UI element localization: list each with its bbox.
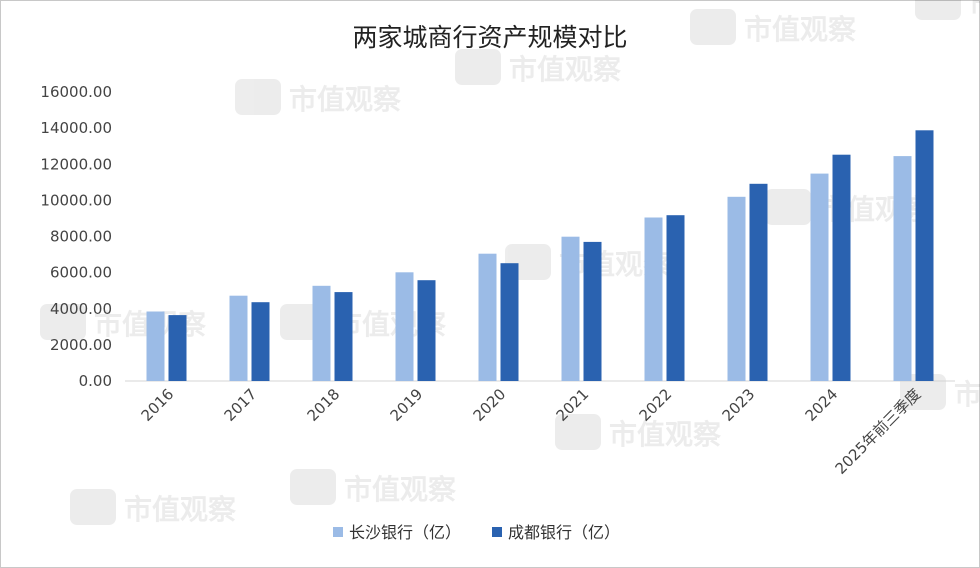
- x-tick-label: 2019: [387, 385, 427, 425]
- chart-title: 两家城商行资产规模对比: [352, 23, 627, 52]
- x-tick-label: 2018: [304, 385, 344, 425]
- watermark-text: 市值观察: [609, 418, 722, 451]
- bar-changsha-0: [146, 311, 165, 381]
- y-tick-label: 14000.00: [40, 119, 112, 137]
- bar-chengdu-6: [666, 215, 685, 381]
- bar-chengdu-8: [832, 154, 851, 381]
- bar-changsha-7: [727, 196, 746, 381]
- watermark-text: 市值观察: [954, 378, 980, 411]
- y-tick-label: 12000.00: [40, 155, 112, 173]
- y-tick-label: 4000.00: [50, 300, 112, 318]
- y-tick-label: 16000.00: [40, 83, 112, 101]
- bar-chengdu-0: [168, 315, 187, 381]
- watermark-layer: 市值观察市值观察市值观察市值观察市值观察市值观察市值观察市值观察市值观察市值观察…: [40, 0, 980, 526]
- watermark-logo: 市值观察: [555, 414, 722, 451]
- x-tick-label: 2016: [138, 385, 178, 425]
- bars-group: [146, 130, 934, 381]
- y-axis: 0.00 2000.00 4000.00 6000.00 8000.00 10000.00…: [40, 83, 112, 390]
- y-tick-label: 10000.00: [40, 191, 112, 209]
- watermark-logo: 市值观察: [290, 469, 457, 506]
- watermark-logo: 市值观察: [690, 9, 857, 46]
- bar-changsha-2: [312, 285, 331, 381]
- watermark-text: 市值观察: [969, 0, 980, 21]
- watermark-logo: 市值观察: [70, 489, 237, 526]
- bar-changsha-5: [561, 236, 580, 381]
- bar-chengdu-1: [251, 302, 270, 381]
- legend-swatch: [492, 527, 502, 537]
- bar-chengdu-5: [583, 241, 602, 381]
- legend: 长沙银行（亿） 成都银行（亿）: [333, 523, 620, 542]
- legend-label: 长沙银行（亿）: [349, 523, 461, 542]
- watermark-logo: 市值观察: [235, 79, 402, 116]
- watermark-logo: 市值观察: [915, 0, 980, 21]
- watermark-text: 市值观察: [124, 493, 237, 526]
- x-tick-label: 2025年前三季度: [832, 385, 925, 478]
- y-tick-label: 0.00: [79, 372, 112, 390]
- bar-changsha-9: [893, 156, 912, 381]
- x-axis: 2016 2017 2018 2019 2020 2021 2022 2023 20242025…: [138, 385, 925, 478]
- x-tick-label: 2023: [719, 385, 759, 425]
- watermark-logo: 市值观察: [900, 374, 980, 411]
- bar-chengdu-2: [334, 292, 353, 381]
- watermark-text: 市值观察: [509, 53, 622, 86]
- legend-swatch: [333, 527, 343, 537]
- y-tick-label: 2000.00: [50, 336, 112, 354]
- watermark-logo: 市值观察: [455, 49, 622, 86]
- bar-chengdu-9: [915, 130, 934, 381]
- x-tick-label: 2024: [802, 385, 842, 425]
- bar-chengdu-7: [749, 183, 768, 381]
- watermark-text: 市值观察: [744, 13, 857, 46]
- y-tick-label: 8000.00: [50, 228, 112, 246]
- bar-changsha-3: [395, 272, 414, 381]
- bar-changsha-8: [810, 173, 829, 381]
- watermark-text: 市值观察: [344, 473, 457, 506]
- y-tick-label: 6000.00: [50, 264, 112, 282]
- x-tick-label: 2020: [470, 385, 510, 425]
- bar-chengdu-4: [500, 263, 519, 381]
- x-tick-label: 2017: [221, 385, 261, 425]
- watermark-text: 市值观察: [289, 83, 402, 116]
- bar-changsha-4: [478, 253, 497, 381]
- bar-changsha-6: [644, 217, 663, 381]
- bar-changsha-1: [229, 295, 248, 381]
- legend-label: 成都银行（亿）: [508, 523, 620, 542]
- bar-chengdu-3: [417, 280, 436, 381]
